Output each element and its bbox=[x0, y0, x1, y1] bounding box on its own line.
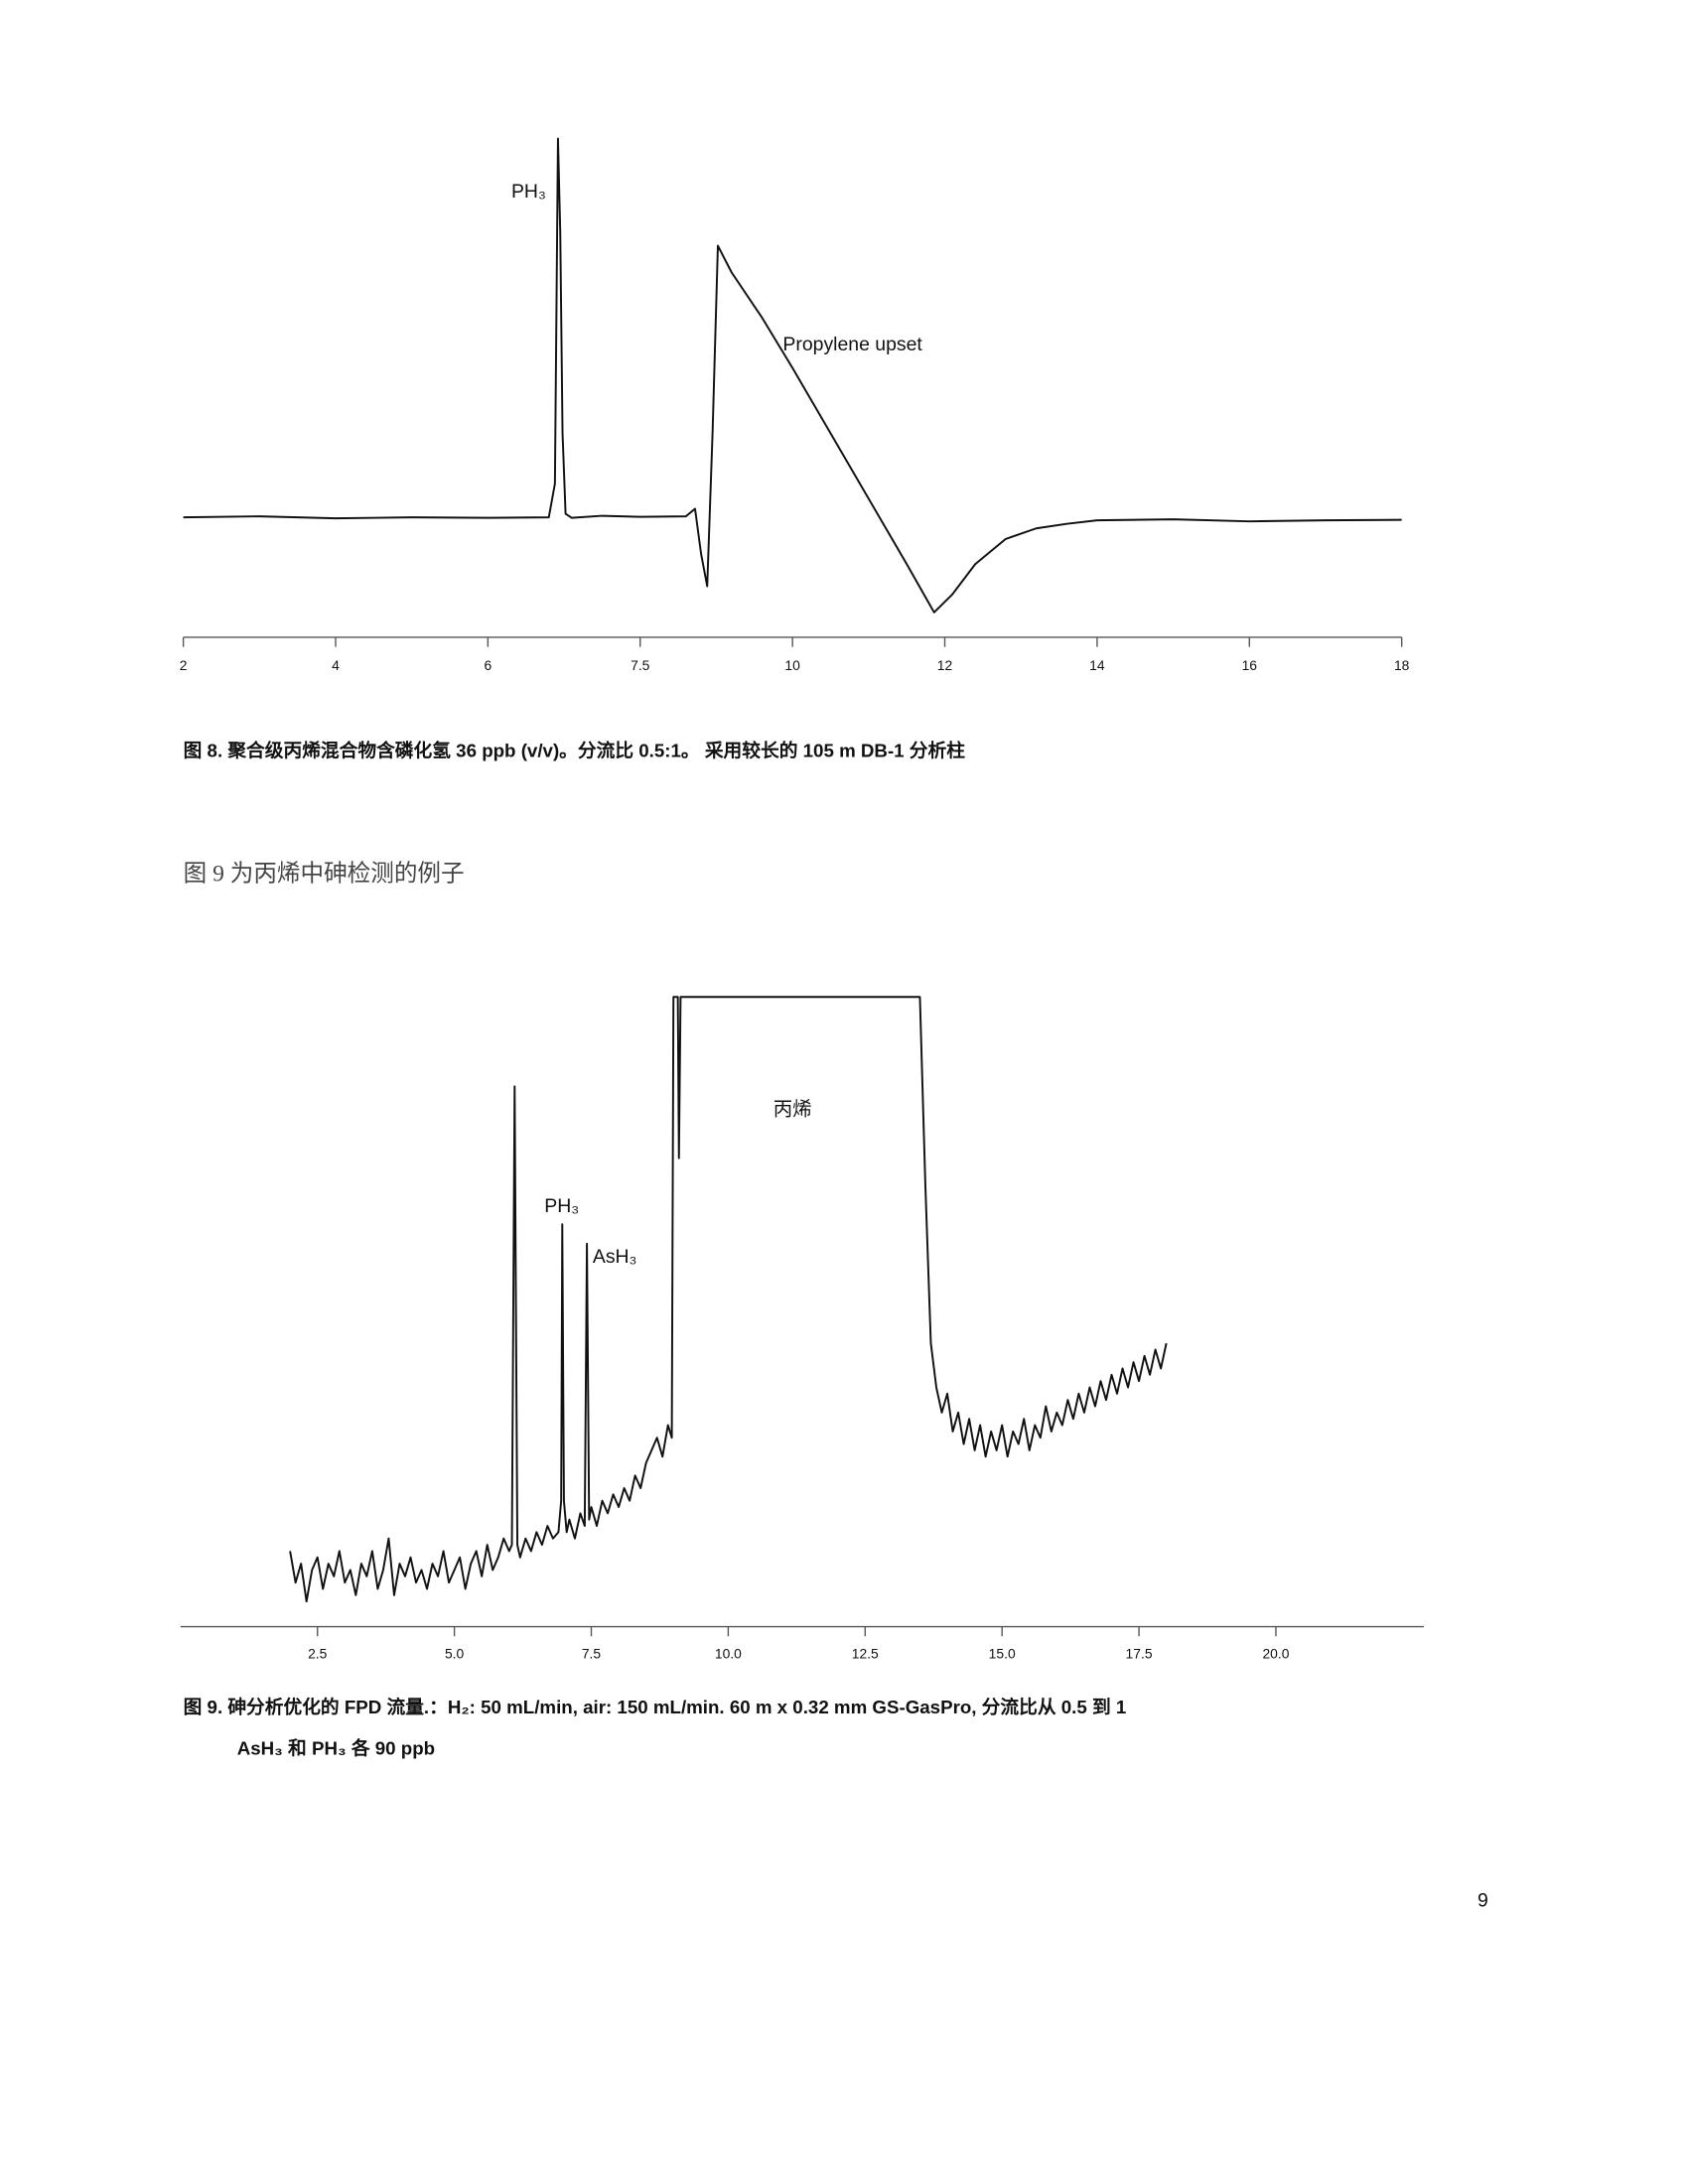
x-tick-label: 6 bbox=[485, 657, 492, 673]
x-tick-label: 4 bbox=[332, 657, 340, 673]
annotation: AsH₃ bbox=[593, 1246, 637, 1268]
figure-caption: 图 8. 聚合级丙烯混合物含磷化氢 36 ppb (v/v)。分流比 0.5:1… bbox=[184, 741, 966, 761]
figure-caption: AsH₃ 和 PH₃ 各 90 ppb bbox=[237, 1738, 435, 1759]
trace bbox=[289, 996, 1168, 1603]
trace bbox=[183, 137, 1402, 614]
x-tick-label: 2.5 bbox=[308, 1645, 328, 1661]
annotation: 丙烯 bbox=[773, 1099, 812, 1121]
annotation: PH₃ bbox=[544, 1195, 579, 1217]
x-tick-label: 20.0 bbox=[1262, 1645, 1289, 1661]
x-tick-label: 16 bbox=[1242, 657, 1258, 673]
x-tick-label: 18 bbox=[1394, 657, 1410, 673]
x-tick-label: 14 bbox=[1089, 657, 1105, 673]
annotation: PH₃ bbox=[511, 181, 546, 203]
annotation: Propylene upset bbox=[782, 334, 922, 355]
body-text: 图 9 为丙烯中砷检测的例子 bbox=[184, 861, 465, 887]
x-tick-label: 2 bbox=[180, 657, 188, 673]
x-tick-label: 10 bbox=[784, 657, 800, 673]
x-tick-label: 15.0 bbox=[989, 1645, 1016, 1661]
page-number: 9 bbox=[1477, 1889, 1488, 1911]
x-tick-label: 12.5 bbox=[852, 1645, 879, 1661]
x-tick-label: 5.0 bbox=[445, 1645, 465, 1661]
x-tick-label: 17.5 bbox=[1126, 1645, 1153, 1661]
x-tick-label: 7.5 bbox=[631, 657, 650, 673]
x-tick-label: 7.5 bbox=[582, 1645, 602, 1661]
x-tick-label: 12 bbox=[937, 657, 953, 673]
x-tick-label: 10.0 bbox=[715, 1645, 742, 1661]
figure-caption: 图 9. 砷分析优化的 FPD 流量.：H₂: 50 mL/min, air: … bbox=[184, 1697, 1127, 1717]
